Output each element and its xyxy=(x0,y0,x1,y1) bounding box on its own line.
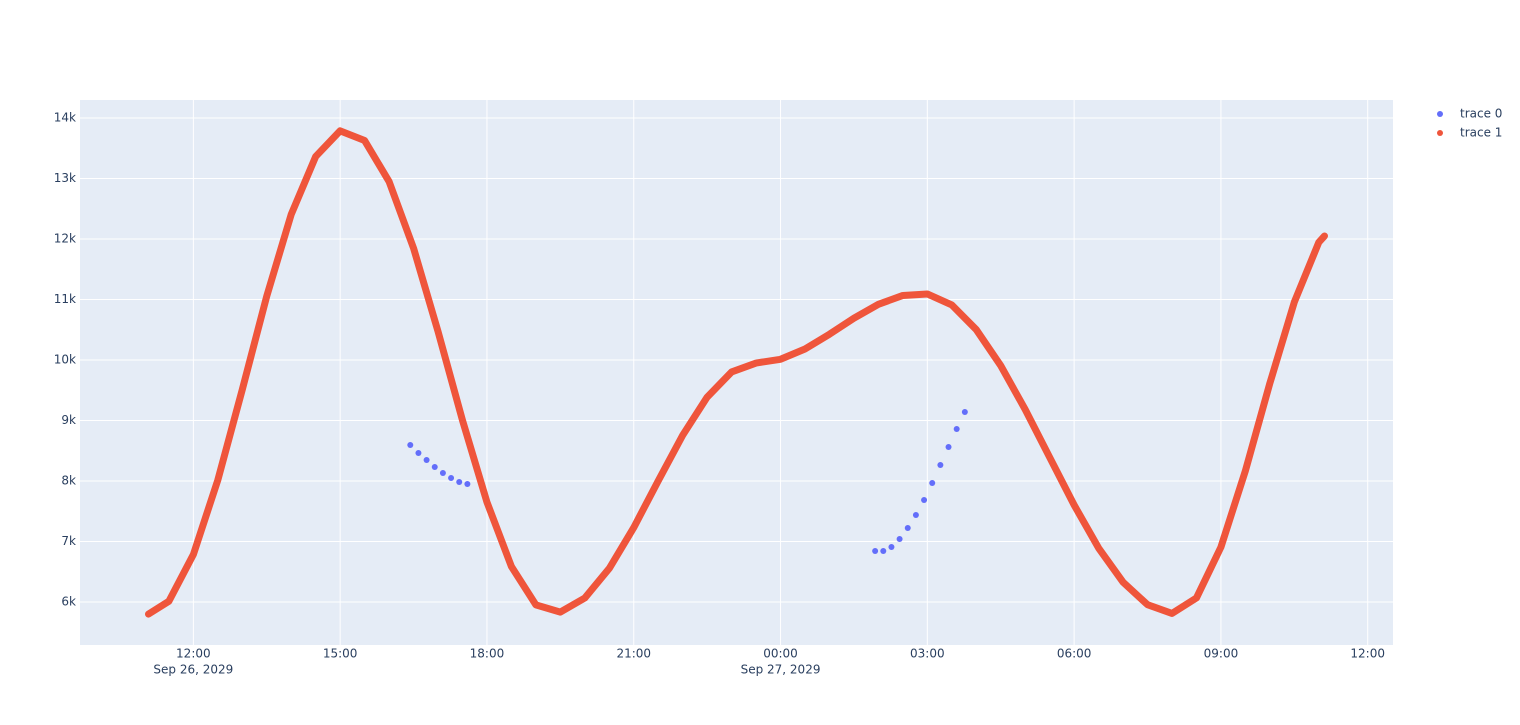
legend-marker xyxy=(1437,130,1443,136)
grid xyxy=(80,100,1393,645)
legend-label: trace 1 xyxy=(1460,126,1502,140)
x-tick-label: 18:00 xyxy=(470,647,505,661)
y-tick-label: 6k xyxy=(61,594,76,608)
y-tick-label: 8k xyxy=(61,473,76,487)
labels: 6k 7k 8k 9k 10k 11k 12k 13k 14k 12:00 Sep 26, 2029… xyxy=(54,111,1385,677)
legend-label: trace 0 xyxy=(1460,107,1502,121)
point xyxy=(945,443,952,450)
point xyxy=(456,479,463,486)
x-tick-label: 06:00 xyxy=(1057,647,1092,661)
point xyxy=(407,442,414,449)
x-tick-date: Sep 26, 2029 xyxy=(153,663,233,677)
x-tick-label: 12:00 xyxy=(1350,647,1385,661)
point xyxy=(431,464,438,471)
x-tick-label: 00:00 xyxy=(763,647,798,661)
y-tick-label: 10k xyxy=(54,353,76,367)
y-tick-label: 12k xyxy=(54,232,76,246)
x-tick-date: Sep 27, 2029 xyxy=(741,663,821,677)
point xyxy=(937,462,944,469)
marks xyxy=(145,127,1328,618)
point xyxy=(439,470,446,477)
point xyxy=(423,457,430,464)
y-tick-label: 9k xyxy=(61,413,76,427)
point xyxy=(880,547,887,554)
y-tick-label: 7k xyxy=(61,534,76,548)
x-tick-label: 03:00 xyxy=(910,647,945,661)
y-tick-label: 13k xyxy=(54,171,76,185)
legend-marker xyxy=(1437,111,1443,117)
legend-item[interactable]: trace 0 xyxy=(1437,107,1502,121)
x-tick-label: 09:00 xyxy=(1204,647,1239,661)
point xyxy=(888,543,895,550)
point xyxy=(912,511,919,518)
x-tick-label: 15:00 xyxy=(323,647,358,661)
point xyxy=(961,409,968,416)
point xyxy=(929,479,936,486)
point xyxy=(464,481,471,488)
x-tick-label: 12:00 xyxy=(176,647,211,661)
line xyxy=(145,127,1328,618)
point xyxy=(872,547,879,554)
point xyxy=(415,449,422,456)
point xyxy=(921,496,928,503)
legend-item[interactable]: trace 1 xyxy=(1437,126,1502,140)
point xyxy=(896,536,903,543)
x-tick-label: 21:00 xyxy=(616,647,651,661)
point xyxy=(904,525,911,532)
point xyxy=(953,426,960,433)
y-tick-label: 11k xyxy=(54,292,76,306)
y-tick-label: 14k xyxy=(54,111,76,125)
point xyxy=(448,475,455,482)
